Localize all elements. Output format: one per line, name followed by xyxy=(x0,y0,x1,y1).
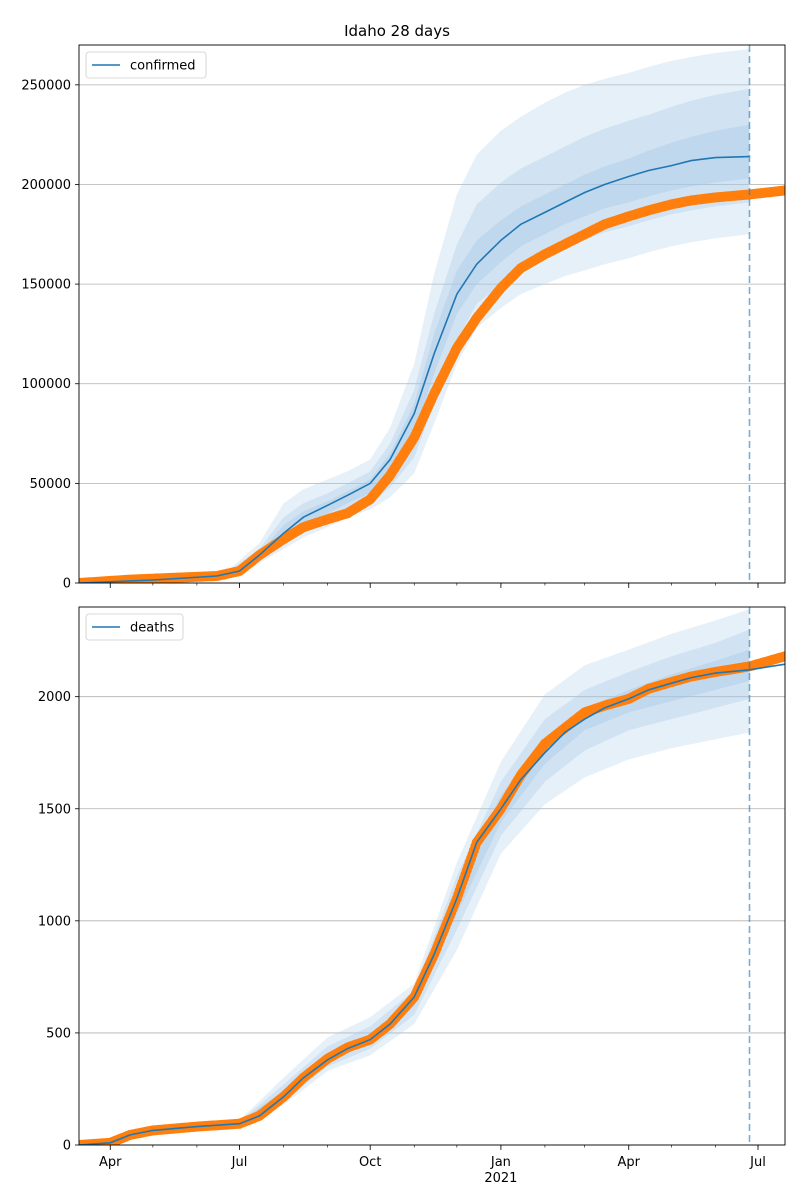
band-outer xyxy=(239,609,750,1125)
axes-frame xyxy=(78,44,786,584)
legend-label: confirmed xyxy=(130,59,196,74)
observed-point xyxy=(780,651,785,662)
deaths-panel: 0 500 1000 1500 2000 Apr Jul Oct Jan Apr Jul 2021 de… xyxy=(38,606,786,1186)
series-line-confirmed xyxy=(79,155,750,583)
y-tick-label: 0 xyxy=(63,1139,71,1154)
y-tick-label: 250000 xyxy=(21,78,71,93)
x-year-label: 2021 xyxy=(484,1171,517,1186)
x-tick-label: Jul xyxy=(749,1155,766,1170)
chart-title: Idaho 28 days xyxy=(344,22,450,40)
legend-box xyxy=(85,613,184,641)
legend-box xyxy=(85,51,207,79)
y-tick-label: 1500 xyxy=(38,802,71,817)
plot-area xyxy=(79,49,785,583)
y-tick-label: 50000 xyxy=(30,477,71,492)
y-tick-label: 500 xyxy=(46,1026,71,1041)
y-tick-label: 2000 xyxy=(38,690,71,705)
band-middle xyxy=(223,88,750,576)
y-tick-label: 0 xyxy=(63,577,71,592)
legend-label: deaths xyxy=(130,621,175,636)
x-tick-label: Jul xyxy=(231,1155,248,1170)
band-inner xyxy=(223,124,750,576)
y-tick-label: 1000 xyxy=(38,914,71,929)
series-line-deaths xyxy=(79,663,785,1145)
y-tick-label: 200000 xyxy=(21,178,71,193)
axes-frame xyxy=(78,606,786,1146)
legend: confirmed xyxy=(85,51,207,79)
plot-area xyxy=(79,609,785,1145)
y-tick-label: 100000 xyxy=(21,377,71,392)
x-tick-label: Jan xyxy=(490,1155,511,1170)
observed-point xyxy=(780,185,785,196)
y-tick-label: 150000 xyxy=(21,278,71,293)
x-tick-label: Oct xyxy=(359,1155,381,1170)
x-tick-label: Apr xyxy=(99,1155,122,1170)
legend: deaths xyxy=(85,613,184,641)
confirmed-panel: 0 50000 100000 150000 200000 250000 confirmed xyxy=(21,44,786,592)
x-tick-label: Apr xyxy=(617,1155,640,1170)
